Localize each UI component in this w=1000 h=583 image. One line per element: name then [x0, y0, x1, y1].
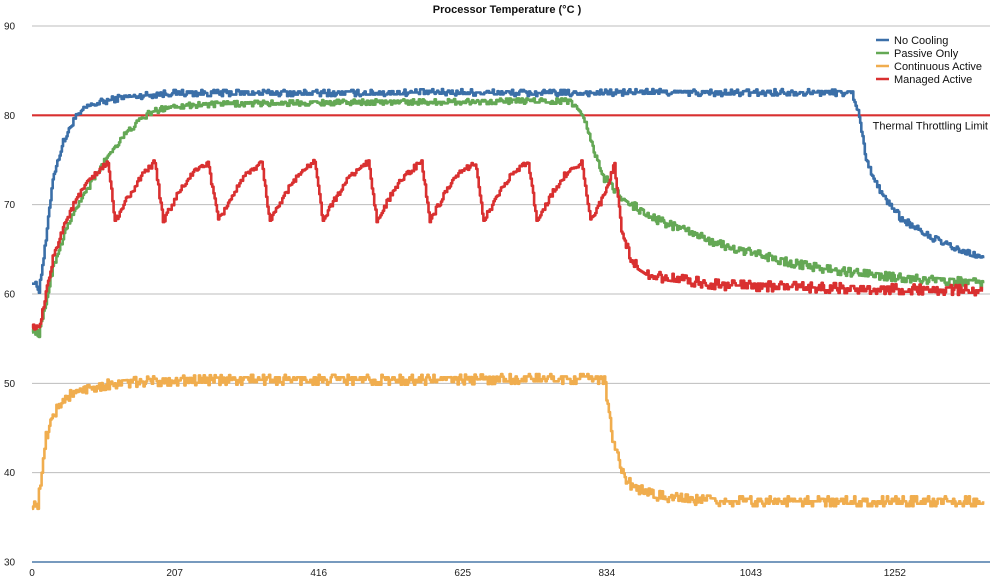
- thermal-throttling-limit-label: Thermal Throttling Limit: [873, 120, 988, 132]
- y-tick-label: 60: [4, 290, 16, 301]
- x-tick-label: 0: [29, 568, 35, 579]
- y-tick-label: 30: [4, 558, 16, 569]
- x-tick-label: 1252: [884, 568, 907, 579]
- x-tick-label: 207: [166, 568, 183, 579]
- series-line-passive-only: [31, 97, 985, 339]
- chart-title: Processor Temperature (°C ): [433, 4, 582, 16]
- y-tick-label: 40: [4, 468, 16, 479]
- x-tick-label: 416: [310, 568, 327, 579]
- x-tick-label: 625: [454, 568, 471, 579]
- x-tick-label: 1043: [740, 568, 763, 579]
- x-tick-label: 834: [598, 568, 615, 579]
- y-tick-label: 70: [4, 200, 16, 211]
- series-lines: [31, 87, 985, 511]
- reference-line-group: Thermal Throttling Limit: [32, 114, 990, 132]
- series-line-managed-active: [31, 158, 984, 331]
- legend-label: Continuous Active: [894, 61, 982, 73]
- series-line-continuous-active: [31, 372, 985, 511]
- y-tick-label: 80: [4, 111, 16, 122]
- series-line-no-cooling: [31, 87, 985, 294]
- y-tick-label: 90: [4, 22, 16, 33]
- y-tick-label: 50: [4, 379, 16, 390]
- legend-label: Passive Only: [894, 48, 959, 60]
- legend-label: Managed Active: [894, 74, 972, 86]
- legend-label: No Cooling: [894, 35, 948, 47]
- tick-labels: 30 40 50 60 70 80 90 0 207 416 625 834 1043 1252: [4, 22, 906, 580]
